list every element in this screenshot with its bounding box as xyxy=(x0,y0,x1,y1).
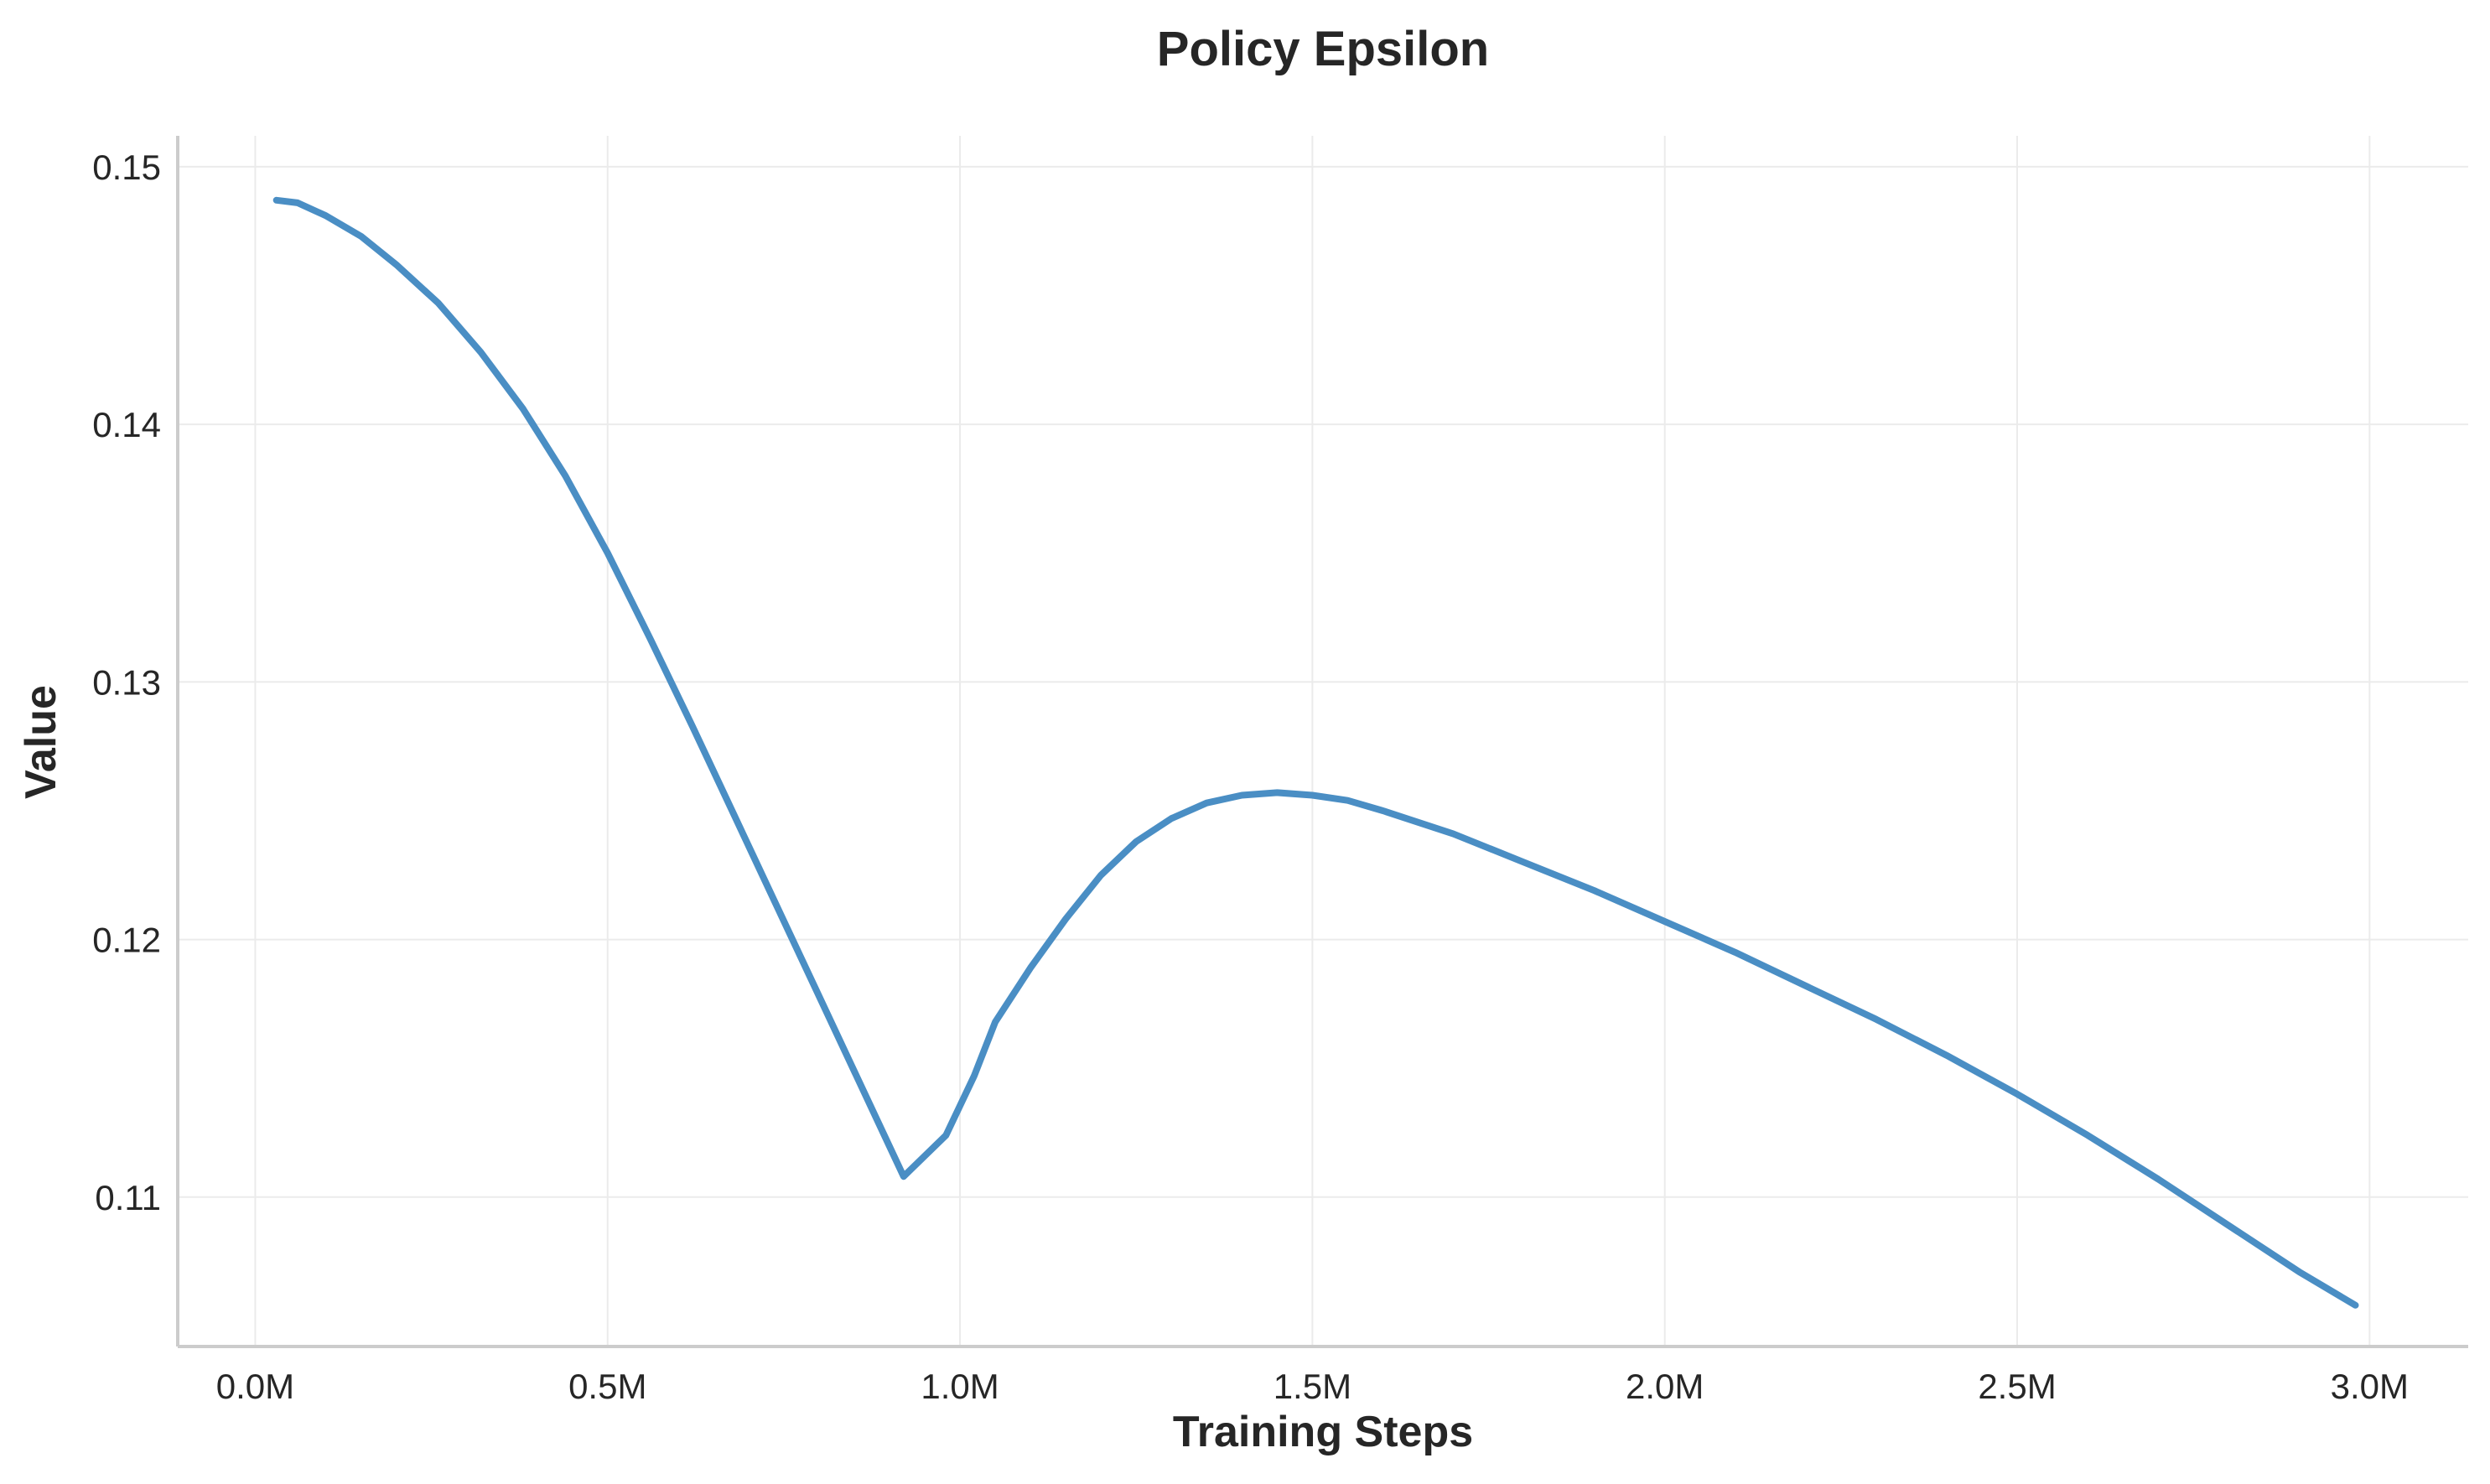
y-tick-label: 0.14 xyxy=(92,405,161,444)
y-tick-label: 0.13 xyxy=(92,662,161,702)
y-axis-label: Value xyxy=(17,685,65,799)
x-tick-label: 1.5M xyxy=(1274,1367,1351,1406)
y-tick-label: 0.15 xyxy=(92,148,161,187)
y-tick-labels: 0.11 0.12 0.13 0.14 0.15 xyxy=(92,148,161,1217)
y-tick-label: 0.12 xyxy=(92,921,161,960)
grid-lines xyxy=(178,136,2468,1346)
x-tick-labels: 0.0M 0.5M 1.0M 1.5M 2.0M 2.5M 3.0M xyxy=(216,1367,2409,1406)
x-tick-label: 3.0M xyxy=(2331,1367,2409,1406)
x-tick-label: 2.0M xyxy=(1626,1367,1704,1406)
series-line xyxy=(272,196,2359,1309)
x-tick-label: 1.0M xyxy=(921,1367,999,1406)
series-group xyxy=(272,196,2359,1309)
y-tick-label: 0.11 xyxy=(95,1178,161,1217)
x-tick-label: 0.0M xyxy=(216,1367,294,1406)
x-axis-label: Training Steps xyxy=(1173,1408,1473,1456)
chart-title: Policy Epsilon xyxy=(1157,22,1489,76)
x-tick-label: 2.5M xyxy=(1978,1367,2056,1406)
x-tick-label: 0.5M xyxy=(568,1367,646,1406)
